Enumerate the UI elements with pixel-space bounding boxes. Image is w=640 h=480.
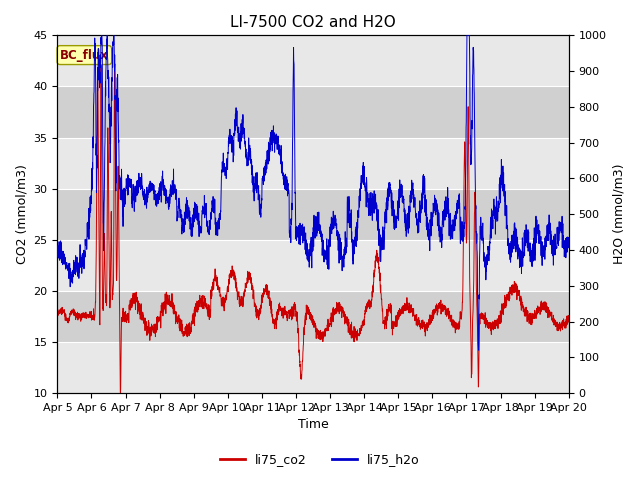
Bar [58,291,569,342]
Text: BC_flux: BC_flux [60,48,109,61]
Legend: li75_co2, li75_h2o: li75_co2, li75_h2o [215,448,425,471]
Title: LI-7500 CO2 and H2O: LI-7500 CO2 and H2O [230,15,396,30]
X-axis label: Time: Time [298,419,328,432]
Y-axis label: CO2 (mmol/m3): CO2 (mmol/m3) [15,164,28,264]
Bar [58,86,569,138]
Bar [58,189,569,240]
Y-axis label: H2O (mmol/m3): H2O (mmol/m3) [612,164,625,264]
